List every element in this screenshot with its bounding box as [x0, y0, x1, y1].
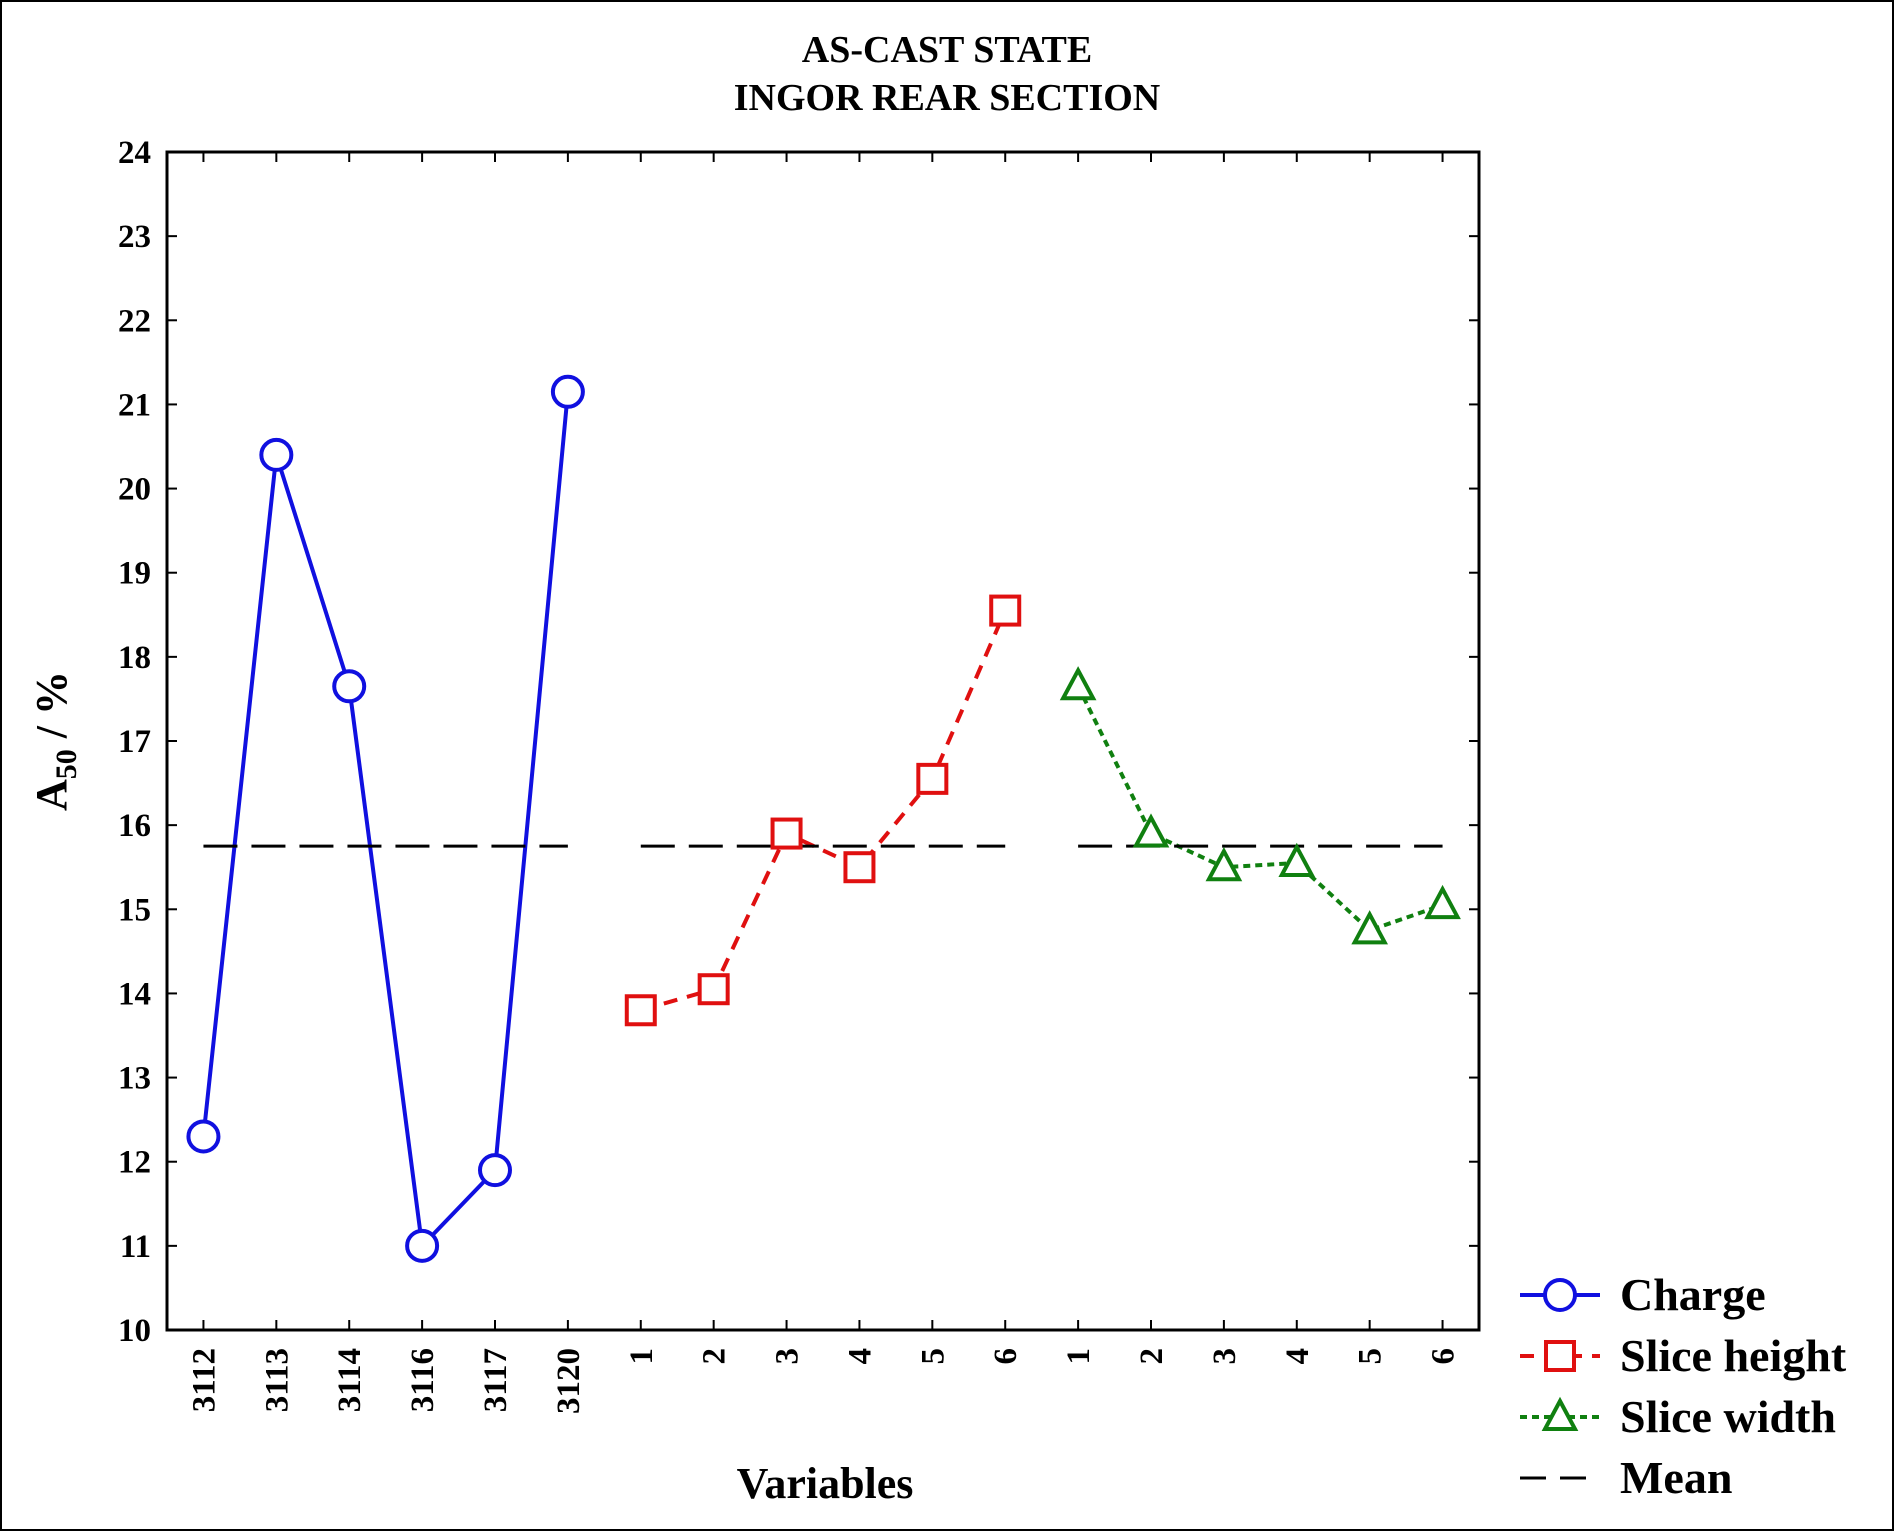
- y-tick-label: 14: [118, 976, 151, 1012]
- legend-item: Slice height: [1520, 1330, 1847, 1381]
- y-axis-label: A50 / %: [27, 671, 83, 811]
- x-tick-label: 6: [1426, 1348, 1462, 1365]
- marker: [550, 374, 585, 409]
- marker: [1541, 1396, 1579, 1431]
- y-tick-label: 16: [118, 808, 151, 844]
- y-label-unit: / %: [27, 671, 76, 749]
- y-tick-label: 15: [118, 892, 151, 928]
- legend-item: Charge: [1520, 1269, 1766, 1320]
- marker: [1132, 813, 1170, 848]
- marker: [259, 437, 294, 472]
- x-tick-label: 4: [1280, 1348, 1316, 1365]
- x-tick-label: 3114: [332, 1348, 368, 1412]
- legend-item: Slice width: [1520, 1391, 1836, 1442]
- y-tick-label: 20: [118, 472, 151, 508]
- x-tick-label: 3: [770, 1348, 806, 1365]
- marker: [1544, 1340, 1576, 1372]
- series-line: [1076, 685, 1444, 933]
- marker: [697, 973, 730, 1006]
- x-tick-label: 3120: [551, 1348, 587, 1414]
- x-tick-label: 2: [697, 1348, 733, 1365]
- marker: [1351, 910, 1389, 945]
- marker: [405, 1228, 440, 1263]
- y-tick-label: 22: [118, 303, 151, 339]
- marker: [1059, 666, 1097, 701]
- x-tick-label: 3116: [405, 1348, 441, 1412]
- x-tick-label: 3117: [478, 1348, 514, 1412]
- y-tick-label: 23: [118, 219, 151, 255]
- x-tick-label: 3112: [186, 1348, 222, 1412]
- marker: [1424, 884, 1461, 920]
- y-tick-label: 21: [118, 387, 151, 423]
- chart-title: AS-CAST STATE: [802, 29, 1092, 71]
- marker: [1543, 1278, 1577, 1312]
- x-tick-label: 1: [1061, 1348, 1097, 1365]
- legend-item: Mean: [1520, 1452, 1732, 1503]
- marker: [1278, 842, 1316, 878]
- x-tick-label: 3113: [259, 1348, 295, 1412]
- marker: [624, 994, 657, 1027]
- y-tick-label: 17: [118, 724, 151, 760]
- x-tick-label: 2: [1134, 1348, 1170, 1365]
- marker: [186, 1119, 221, 1154]
- y-label-main: A: [27, 779, 76, 811]
- marker: [332, 669, 367, 704]
- marker: [770, 817, 803, 850]
- legend-label: Charge: [1620, 1269, 1766, 1320]
- legend-label: Slice height: [1620, 1330, 1847, 1381]
- y-tick-label: 24: [118, 135, 151, 171]
- y-tick-label: 13: [118, 1061, 151, 1097]
- marker: [916, 762, 949, 795]
- marker: [478, 1153, 512, 1188]
- y-label-sub: 50: [50, 749, 83, 779]
- chart-subtitle: INGOR REAR SECTION: [734, 77, 1161, 119]
- y-tick-label: 18: [118, 640, 151, 676]
- x-tick-label: 1: [624, 1348, 660, 1365]
- legend-label: Slice width: [1620, 1391, 1836, 1442]
- marker: [1205, 846, 1243, 882]
- marker: [989, 594, 1022, 627]
- x-axis-label: Variables: [737, 1459, 914, 1508]
- y-tick-label: 19: [118, 556, 151, 592]
- x-tick-label: 4: [842, 1348, 878, 1365]
- x-tick-label: 5: [915, 1348, 951, 1365]
- y-tick-label: 10: [118, 1313, 151, 1349]
- y-tick-label: 11: [120, 1229, 151, 1265]
- x-tick-label: 5: [1353, 1348, 1389, 1365]
- x-tick-label: 3: [1207, 1348, 1243, 1365]
- y-tick-label: 12: [118, 1145, 151, 1181]
- marker: [843, 851, 876, 884]
- x-tick-label: 6: [988, 1348, 1024, 1365]
- series-line: [201, 391, 570, 1251]
- legend-label: Mean: [1620, 1452, 1732, 1503]
